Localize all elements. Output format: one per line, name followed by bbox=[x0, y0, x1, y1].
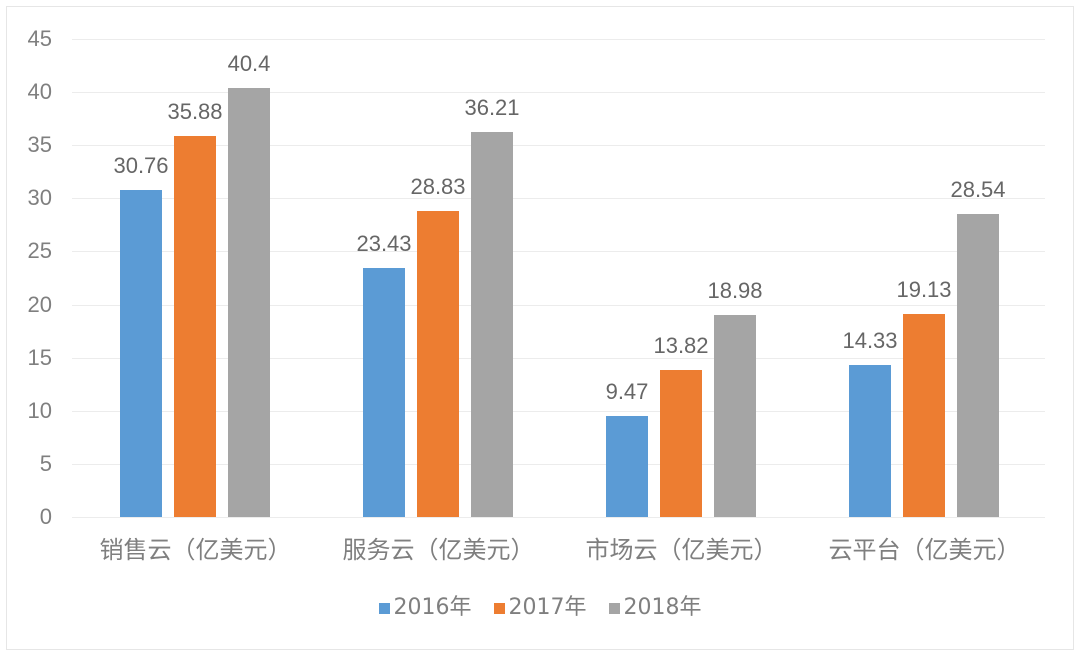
gridline bbox=[72, 198, 1045, 199]
legend-item-2016年[interactable]: 2016年 bbox=[378, 593, 472, 623]
data-label: 36.21 bbox=[464, 95, 520, 120]
gridline bbox=[72, 145, 1045, 146]
legend-swatch-icon bbox=[493, 602, 505, 614]
data-label: 28.54 bbox=[950, 177, 1006, 202]
data-label: 18.98 bbox=[707, 278, 763, 303]
legend-item-2018年[interactable]: 2018年 bbox=[608, 593, 702, 623]
x-axis-category-label: 市场云（亿美元） bbox=[585, 536, 778, 564]
gridline bbox=[72, 464, 1045, 465]
chart-legend: 2016年 2017年 2018年 bbox=[0, 593, 1080, 623]
legend-swatch-icon bbox=[608, 602, 620, 614]
gridline bbox=[72, 92, 1045, 93]
y-axis-tick-label: 0 bbox=[39, 504, 52, 529]
bar-2016年[interactable] bbox=[120, 190, 162, 517]
data-label: 9.47 bbox=[605, 379, 649, 404]
y-axis-tick-label: 15 bbox=[27, 345, 52, 370]
data-label: 28.83 bbox=[410, 174, 466, 199]
bar-2018年[interactable] bbox=[714, 315, 756, 517]
y-axis-tick-label: 45 bbox=[27, 26, 52, 51]
x-axis-category-label: 销售云（亿美元） bbox=[99, 536, 292, 564]
bar-2017年[interactable] bbox=[174, 136, 216, 517]
gridline bbox=[72, 251, 1045, 252]
bar-2016年[interactable] bbox=[606, 416, 648, 517]
data-label: 35.88 bbox=[167, 99, 223, 124]
y-axis-tick-label: 5 bbox=[39, 451, 52, 476]
gridline bbox=[72, 411, 1045, 412]
bar-2018年[interactable] bbox=[228, 88, 270, 517]
bar-2018年[interactable] bbox=[471, 132, 513, 517]
x-axis-category-label: 服务云（亿美元） bbox=[342, 536, 535, 564]
data-label: 40.4 bbox=[227, 51, 271, 76]
gridline bbox=[72, 517, 1045, 518]
data-label: 14.33 bbox=[842, 328, 898, 353]
gridline bbox=[72, 305, 1045, 306]
legend-label: 2016年 bbox=[393, 595, 472, 620]
legend-swatch-icon bbox=[378, 602, 390, 614]
data-label: 23.43 bbox=[356, 231, 412, 256]
y-axis-tick-label: 40 bbox=[27, 79, 52, 104]
y-axis-tick-label: 35 bbox=[27, 132, 52, 157]
bar-2017年[interactable] bbox=[417, 211, 459, 517]
gridline bbox=[72, 358, 1045, 359]
bar-2018年[interactable] bbox=[957, 214, 999, 517]
data-label: 30.76 bbox=[113, 153, 169, 178]
x-axis-category-label: 云平台（亿美元） bbox=[828, 536, 1021, 564]
data-label: 13.82 bbox=[653, 333, 709, 358]
legend-label: 2018年 bbox=[623, 595, 702, 620]
y-axis-tick-label: 20 bbox=[27, 292, 52, 317]
bar-2016年[interactable] bbox=[849, 365, 891, 517]
bar-2017年[interactable] bbox=[660, 370, 702, 517]
bar-2017年[interactable] bbox=[903, 314, 945, 517]
data-label: 19.13 bbox=[896, 277, 952, 302]
bar-2016年[interactable] bbox=[363, 268, 405, 517]
y-axis-tick-label: 25 bbox=[27, 238, 52, 263]
gridline bbox=[72, 39, 1045, 40]
legend-label: 2017年 bbox=[508, 595, 587, 620]
y-axis-tick-label: 10 bbox=[27, 398, 52, 423]
y-axis-tick-label: 30 bbox=[27, 185, 52, 210]
legend-item-2017年[interactable]: 2017年 bbox=[493, 593, 587, 623]
